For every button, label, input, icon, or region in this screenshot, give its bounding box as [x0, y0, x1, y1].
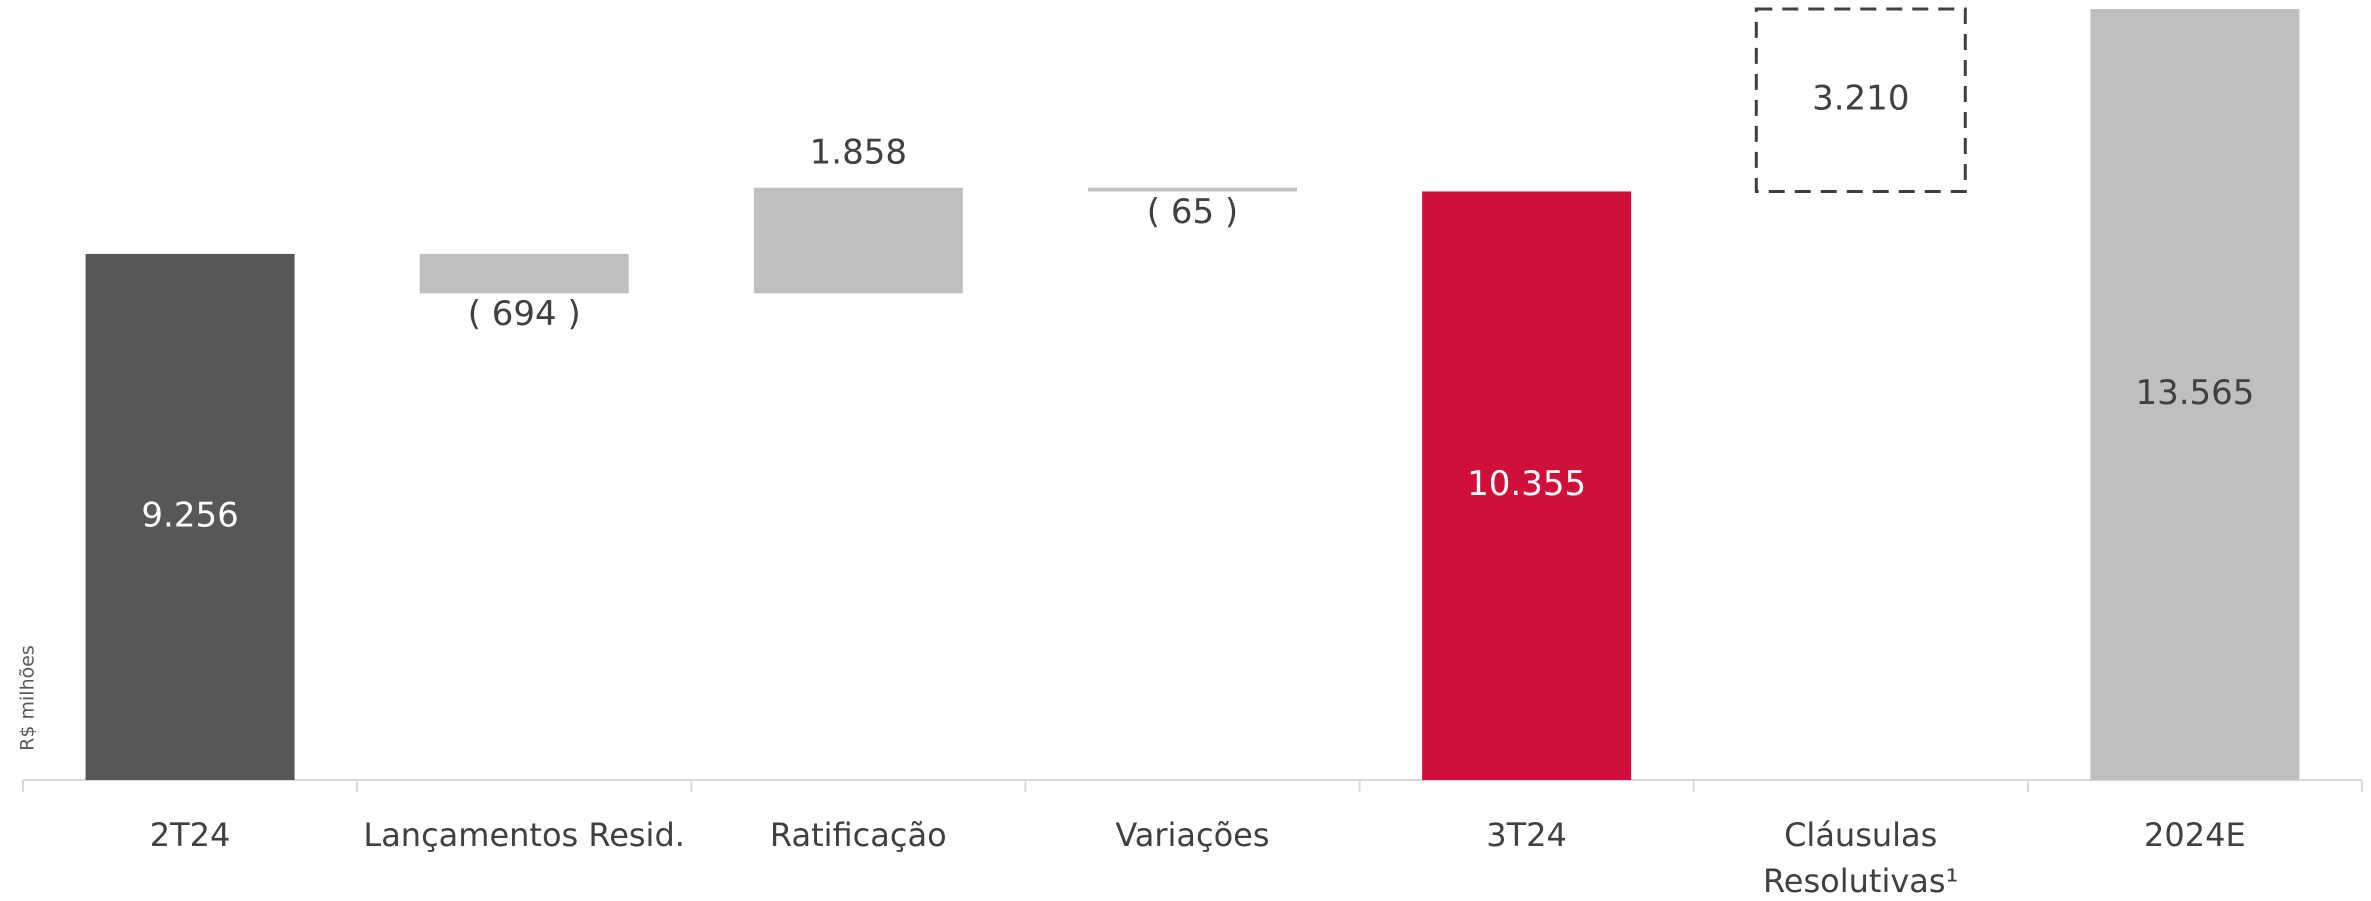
- x-tick-label: 2T24: [149, 816, 231, 854]
- data-label: 13.565: [2135, 373, 2254, 413]
- data-label: 9.256: [141, 495, 238, 535]
- x-tick-label: Variações: [1115, 816, 1270, 854]
- data-label: 1.858: [810, 132, 907, 172]
- x-tick-label: Lançamentos Resid.: [363, 816, 685, 854]
- data-label: ( 694 ): [468, 294, 581, 334]
- x-tick-label: Ratificação: [769, 816, 947, 854]
- bar: [1422, 191, 1632, 780]
- bar: [419, 253, 629, 294]
- bar: [85, 253, 295, 780]
- x-tick-label: 3T24: [1486, 816, 1567, 854]
- bar: [1754, 7, 1967, 193]
- data-label: 3.210: [1812, 79, 1909, 119]
- data-label: ( 65 ): [1147, 192, 1238, 232]
- x-tick-label: 2024E: [2144, 816, 2246, 854]
- x-tick-label: Cláusulas Resolutivas¹: [1763, 816, 1959, 900]
- y-axis-label: R$ milhões: [17, 645, 39, 751]
- bar: [1088, 187, 1297, 192]
- bar: [2090, 9, 2300, 780]
- bar: [753, 187, 963, 294]
- data-label: 10.355: [1467, 464, 1586, 504]
